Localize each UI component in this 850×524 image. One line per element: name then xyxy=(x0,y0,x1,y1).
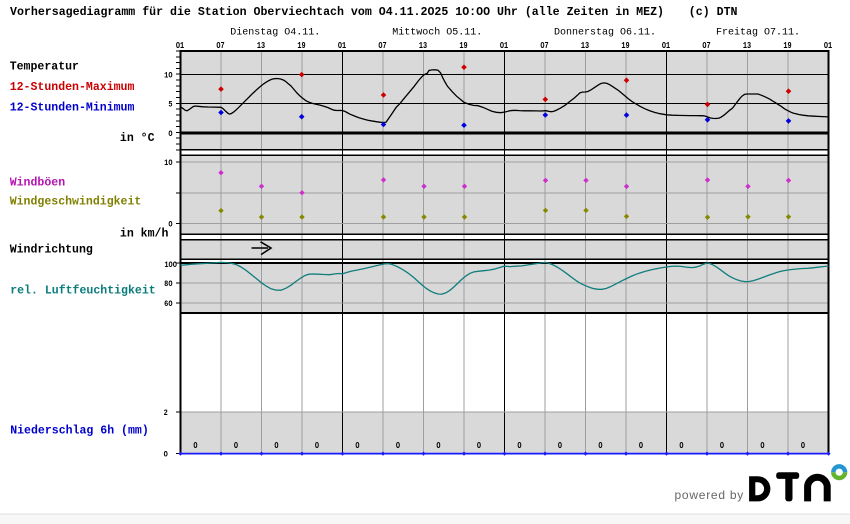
svg-text:O: O xyxy=(679,441,683,451)
svg-text:19: 19 xyxy=(459,41,467,51)
svg-text:O7: O7 xyxy=(702,41,710,51)
svg-text:1OO: 1OO xyxy=(164,260,177,270)
svg-text:19: 19 xyxy=(297,41,305,51)
svg-text:Niederschlag 6h (mm): Niederschlag 6h (mm) xyxy=(10,424,149,437)
svg-text:O: O xyxy=(720,441,724,451)
svg-text:powered by: powered by xyxy=(675,488,745,502)
svg-text:19: 19 xyxy=(621,41,629,51)
svg-text:O: O xyxy=(801,441,805,451)
svg-text:13: 13 xyxy=(419,41,427,51)
svg-text:O: O xyxy=(234,441,238,451)
svg-text:6O: 6O xyxy=(164,299,173,309)
svg-text:O7: O7 xyxy=(216,41,224,51)
svg-text:Windböen: Windböen xyxy=(10,176,66,189)
svg-text:O1: O1 xyxy=(824,41,832,51)
svg-text:O: O xyxy=(274,441,278,451)
svg-text:(c) DTN: (c) DTN xyxy=(689,6,738,19)
svg-text:1O: 1O xyxy=(164,158,173,168)
svg-text:O: O xyxy=(168,220,172,230)
svg-text:13: 13 xyxy=(743,41,751,51)
svg-text:O1: O1 xyxy=(176,41,184,51)
svg-text:Windgeschwindigkeit: Windgeschwindigkeit xyxy=(10,195,142,208)
svg-text:in km/h: in km/h xyxy=(120,228,169,241)
svg-text:12-Stunden-Minimum: 12-Stunden-Minimum xyxy=(10,101,135,114)
svg-text:Windrichtung: Windrichtung xyxy=(10,244,93,257)
svg-text:1O: 1O xyxy=(164,71,173,81)
svg-text:O: O xyxy=(396,441,400,451)
svg-text:O: O xyxy=(355,441,359,451)
svg-text:Donnerstag O6.11.: Donnerstag O6.11. xyxy=(554,28,656,39)
svg-text:O: O xyxy=(598,441,602,451)
svg-text:O: O xyxy=(558,441,562,451)
svg-text:O1: O1 xyxy=(338,41,346,51)
svg-text:rel. Luftfeuchtigkeit: rel. Luftfeuchtigkeit xyxy=(10,285,156,298)
svg-text:O7: O7 xyxy=(540,41,548,51)
svg-text:O: O xyxy=(639,441,643,451)
svg-text:O1: O1 xyxy=(500,41,508,51)
svg-text:O: O xyxy=(517,441,521,451)
svg-text:12-Stunden-Maximum: 12-Stunden-Maximum xyxy=(10,81,135,94)
svg-text:Vorhersagediagramm für die Sta: Vorhersagediagramm für die Station Oberv… xyxy=(10,6,664,19)
svg-text:O: O xyxy=(760,441,764,451)
svg-text:Freitag O7.11.: Freitag O7.11. xyxy=(716,27,800,39)
svg-text:O: O xyxy=(477,441,481,451)
svg-text:5: 5 xyxy=(168,100,172,110)
svg-text:O: O xyxy=(164,450,168,460)
svg-text:2: 2 xyxy=(164,408,168,418)
svg-text:O: O xyxy=(315,441,319,451)
svg-text:O: O xyxy=(168,130,172,140)
svg-text:O: O xyxy=(193,441,197,451)
svg-text:Temperatur: Temperatur xyxy=(10,61,79,74)
svg-text:O1: O1 xyxy=(662,41,670,51)
svg-text:13: 13 xyxy=(581,41,589,51)
svg-text:13: 13 xyxy=(257,41,265,51)
svg-text:in °C: in °C xyxy=(120,132,155,145)
svg-text:Mittwoch O5.11.: Mittwoch O5.11. xyxy=(392,27,482,39)
svg-text:8O: 8O xyxy=(164,279,173,289)
svg-text:O7: O7 xyxy=(378,41,386,51)
svg-text:O: O xyxy=(436,441,440,451)
svg-text:Dienstag O4.11.: Dienstag O4.11. xyxy=(230,27,320,39)
svg-text:19: 19 xyxy=(783,41,791,51)
